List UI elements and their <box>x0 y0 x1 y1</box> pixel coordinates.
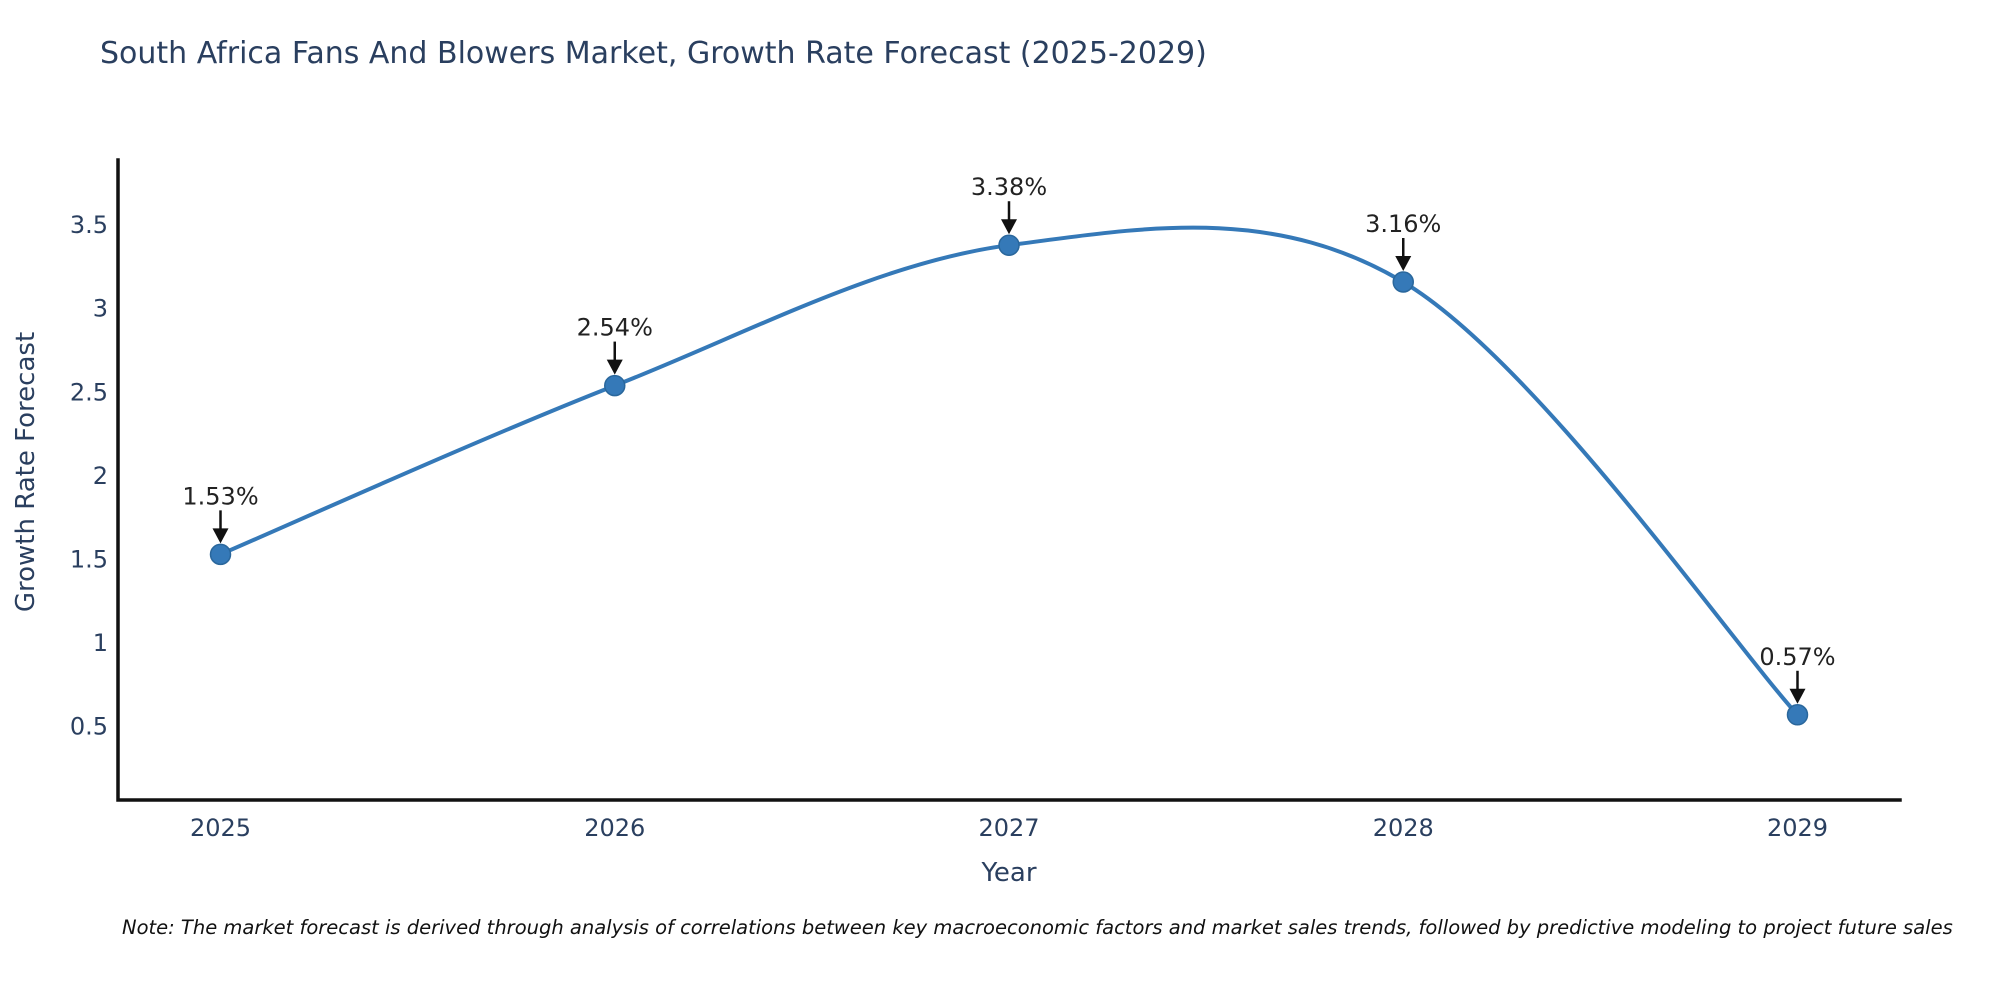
x-tick-label: 2028 <box>1373 814 1434 842</box>
annotation-arrowhead-icon <box>212 528 229 544</box>
data-point-label: 0.57% <box>1759 643 1835 671</box>
footnote: Note: The market forecast is derived thr… <box>122 916 1953 939</box>
data-point-label: 3.38% <box>971 173 1047 201</box>
data-point[interactable] <box>604 374 626 397</box>
y-tick-label: 3.5 <box>70 211 108 239</box>
annotation-arrowhead-icon <box>1001 219 1017 235</box>
data-point[interactable] <box>1786 704 1809 726</box>
annotation-arrowhead-icon <box>1395 255 1412 271</box>
y-tick-label: 2 <box>93 462 108 490</box>
x-tick-label: 2025 <box>190 814 251 842</box>
annotation-arrowhead-icon <box>1789 688 1806 704</box>
annotation-arrowhead-icon <box>606 359 623 375</box>
data-point-label: 2.54% <box>577 314 653 342</box>
data-point[interactable] <box>209 543 232 566</box>
y-tick-label: 1 <box>93 629 108 657</box>
chart-title: South Africa Fans And Blowers Market, Gr… <box>100 36 1207 71</box>
x-tick-label: 2026 <box>584 814 645 842</box>
data-point[interactable] <box>998 234 1020 256</box>
y-tick-label: 0.5 <box>70 712 108 740</box>
axis-spines <box>116 158 1902 802</box>
x-axis-title: Year <box>981 858 1037 888</box>
y-tick-label: 2.5 <box>70 378 108 406</box>
trend-line <box>218 225 1800 717</box>
data-point-label: 3.16% <box>1365 210 1441 238</box>
y-tick-label: 3 <box>93 295 108 323</box>
data-point-label: 1.53% <box>182 482 258 510</box>
data-point[interactable] <box>1392 271 1414 293</box>
x-tick-label: 2029 <box>1767 814 1828 842</box>
x-tick-label: 2027 <box>978 814 1039 842</box>
y-tick-label: 1.5 <box>70 545 108 573</box>
